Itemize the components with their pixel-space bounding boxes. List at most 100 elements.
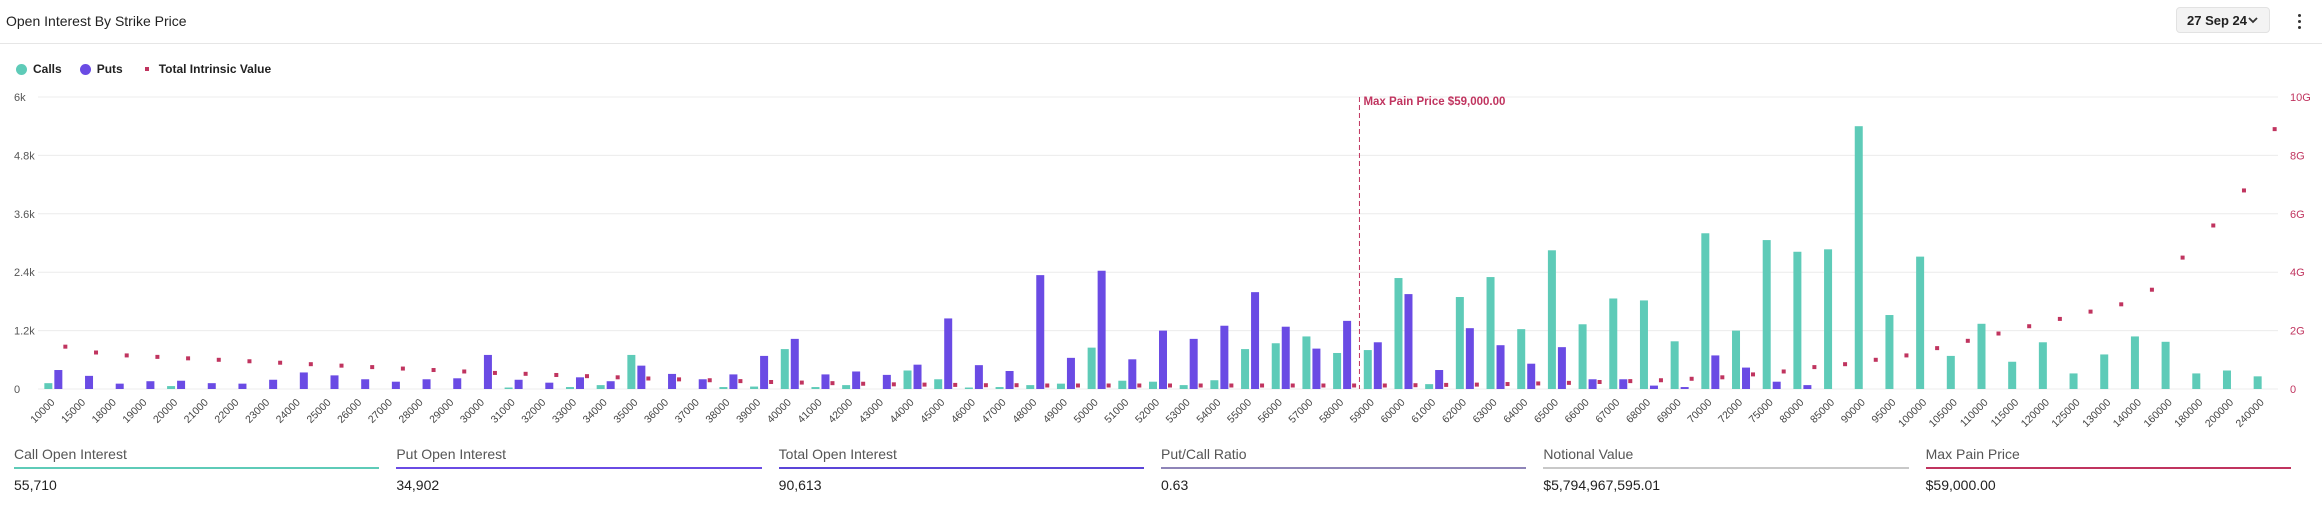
put-bar (668, 373, 677, 389)
call-bar (2100, 354, 2109, 389)
intrinsic-value-point (738, 379, 743, 384)
x-tick-label: 140000 (2111, 397, 2144, 430)
intrinsic-value-point (2272, 127, 2277, 132)
y-left-tick-label: 0 (14, 384, 20, 396)
x-tick-label: 63000 (1471, 397, 1500, 426)
put-bar (606, 381, 615, 389)
intrinsic-value-point (1505, 382, 1510, 387)
call-bar (1486, 277, 1495, 389)
stat-put-call-ratio: Put/Call Ratio 0.63 (1160, 444, 1542, 493)
chart-header: Open Interest By Strike Price 27 Sep 24 (0, 0, 2322, 44)
x-tick-label: 68000 (1624, 397, 1653, 426)
call-bar (1363, 350, 1372, 389)
call-bar (1517, 329, 1526, 389)
put-bar (1803, 385, 1812, 389)
open-interest-chart: 0 1.2k 2.4k 3.6k 4.8k 6k 0 2G 4G 6G 8G 10G 10000 1500… (14, 92, 2311, 430)
kebab-dot-icon (2297, 13, 2301, 17)
stat-underline (778, 467, 1144, 469)
x-tick-label: 24000 (274, 397, 303, 426)
x-tick-label: 46000 (949, 397, 978, 426)
x-tick-label: 160000 (2141, 397, 2174, 430)
put-bar (54, 370, 63, 389)
legend-item-intrinsic[interactable]: Total Intrinsic Value (141, 62, 271, 76)
put-bar (944, 318, 953, 389)
put-bar (1619, 379, 1628, 389)
put-bar (1128, 359, 1137, 389)
y-left-tick-label: 2.4k (14, 267, 35, 279)
put-bar (115, 383, 124, 389)
x-tick-label: 23000 (243, 397, 272, 426)
x-tick-label: 35000 (611, 397, 640, 426)
x-tick-label: 64000 (1501, 397, 1530, 426)
x-tick-label: 41000 (795, 397, 824, 426)
intrinsic-value-point (2057, 316, 2062, 321)
x-tick-label: 43000 (857, 397, 886, 426)
put-bar (1097, 270, 1106, 389)
put-bar (146, 381, 155, 389)
x-tick-label: 59000 (1348, 397, 1377, 426)
call-bar (2008, 361, 2017, 389)
intrinsic-value-point (1444, 382, 1449, 387)
y-right-tick-label: 8G (2290, 150, 2305, 162)
put-bar (1772, 381, 1781, 389)
x-tick-label: 110000 (1958, 397, 1991, 430)
intrinsic-value-point (1873, 357, 1878, 362)
call-bar (1977, 323, 1986, 389)
put-bar (1557, 347, 1566, 389)
stat-value: $59,000.00 (1925, 477, 1996, 493)
intrinsic-value-point (1321, 383, 1326, 388)
intrinsic-value-point (677, 377, 682, 382)
x-tick-label: 37000 (673, 397, 702, 426)
call-bar (2161, 341, 2170, 389)
x-tick-label: 45000 (918, 397, 947, 426)
legend-label: Puts (96, 62, 123, 76)
x-tick-label: 27000 (366, 397, 395, 426)
call-bar (1639, 300, 1648, 389)
intrinsic-value-point (830, 381, 835, 386)
put-bar (1680, 387, 1689, 389)
intrinsic-value-point (2149, 287, 2154, 292)
intrinsic-value-point (1628, 379, 1633, 384)
x-tick-label: 65000 (1532, 397, 1561, 426)
legend-item-calls[interactable]: Calls (16, 62, 62, 76)
call-bar (1701, 233, 1710, 389)
call-bar (2038, 342, 2047, 389)
x-tick-label: 47000 (980, 397, 1009, 426)
intrinsic-value-point (1168, 383, 1172, 388)
intrinsic-value-point (554, 372, 559, 377)
stat-call-oi: Call Open Interest 55,710 (14, 444, 395, 493)
put-bar (391, 381, 400, 389)
put-bar (1312, 348, 1321, 389)
call-bar (1333, 352, 1342, 389)
x-tick-label: 21000 (182, 397, 211, 426)
y-left-tick-label: 3.6k (14, 209, 35, 221)
stat-label: Total Open Interest (778, 446, 897, 462)
x-tick-label: 51000 (1102, 397, 1131, 426)
intrinsic-value-point (308, 362, 313, 367)
call-bar (1241, 349, 1250, 389)
intrinsic-value-point (94, 350, 99, 355)
stat-total-oi: Total Open Interest 90,613 (778, 444, 1160, 493)
intrinsic-value-point (1474, 382, 1479, 387)
intrinsic-swatch-icon (144, 67, 149, 71)
expiry-select[interactable]: 27 Sep 24 (2176, 7, 2270, 33)
x-tick-label: 90000 (1839, 397, 1868, 426)
intrinsic-value-point (1781, 369, 1786, 374)
intrinsic-value-point (769, 379, 774, 384)
put-bar (269, 379, 278, 389)
more-options-button[interactable] (2288, 8, 2310, 34)
put-bar (1005, 370, 1014, 389)
intrinsic-value-point (1751, 372, 1756, 377)
stat-underline (1925, 467, 2291, 469)
put-bar (545, 382, 554, 389)
put-bar (1404, 294, 1413, 389)
put-bar (1036, 275, 1045, 389)
put-bar (177, 380, 186, 389)
intrinsic-value-point (155, 354, 160, 359)
stat-max-pain: Max Pain Price $59,000.00 (1925, 444, 2307, 493)
legend-item-puts[interactable]: Puts (79, 62, 123, 76)
call-bar (1916, 256, 1925, 389)
chevron-down-icon (2248, 17, 2258, 24)
intrinsic-value-point (584, 374, 589, 379)
y-left-tick-label: 6k (14, 92, 26, 104)
